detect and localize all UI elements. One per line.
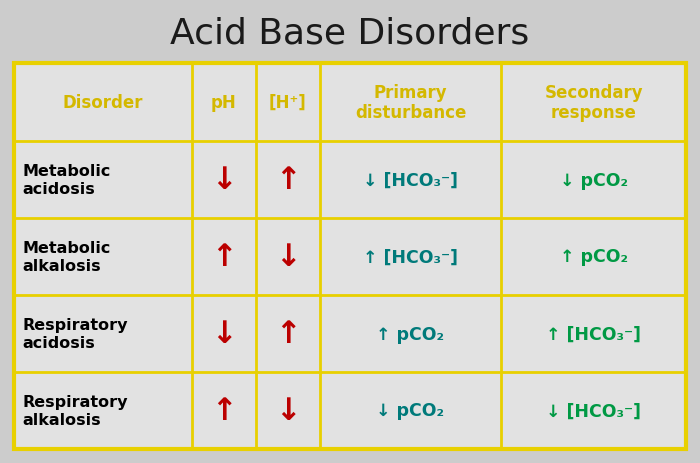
Text: ↓ [HCO₃⁻]: ↓ [HCO₃⁻] bbox=[546, 401, 641, 419]
Text: Metabolic
acidosis: Metabolic acidosis bbox=[22, 164, 111, 196]
Text: Disorder: Disorder bbox=[63, 94, 144, 112]
Text: ↑ pCO₂: ↑ pCO₂ bbox=[377, 325, 444, 343]
Text: ↓ [HCO₃⁻]: ↓ [HCO₃⁻] bbox=[363, 171, 458, 189]
Text: ↓: ↓ bbox=[275, 396, 300, 425]
Text: ↓ pCO₂: ↓ pCO₂ bbox=[559, 171, 628, 189]
Text: ↓: ↓ bbox=[275, 243, 300, 271]
Text: ↑: ↑ bbox=[275, 319, 300, 348]
Text: ↑ pCO₂: ↑ pCO₂ bbox=[559, 248, 628, 266]
Text: Respiratory
acidosis: Respiratory acidosis bbox=[22, 318, 127, 350]
Bar bbox=[14, 64, 686, 449]
Bar bbox=[14, 64, 686, 449]
Text: ↑: ↑ bbox=[211, 396, 237, 425]
Text: ↑: ↑ bbox=[275, 166, 300, 194]
Text: Respiratory
alkalosis: Respiratory alkalosis bbox=[22, 394, 127, 427]
Text: Primary
disturbance: Primary disturbance bbox=[355, 83, 466, 122]
Text: ↑ [HCO₃⁻]: ↑ [HCO₃⁻] bbox=[546, 325, 641, 343]
Text: Secondary
response: Secondary response bbox=[545, 83, 643, 122]
Text: ↑: ↑ bbox=[211, 243, 237, 271]
Text: pH: pH bbox=[211, 94, 237, 112]
Text: ↓: ↓ bbox=[211, 166, 237, 194]
Text: Acid Base Disorders: Acid Base Disorders bbox=[170, 17, 530, 51]
Text: Metabolic
alkalosis: Metabolic alkalosis bbox=[22, 241, 111, 273]
Text: [H⁺]: [H⁺] bbox=[269, 94, 307, 112]
Text: ↓: ↓ bbox=[211, 319, 237, 348]
Text: ↑ [HCO₃⁻]: ↑ [HCO₃⁻] bbox=[363, 248, 458, 266]
Text: ↓ pCO₂: ↓ pCO₂ bbox=[377, 401, 444, 419]
